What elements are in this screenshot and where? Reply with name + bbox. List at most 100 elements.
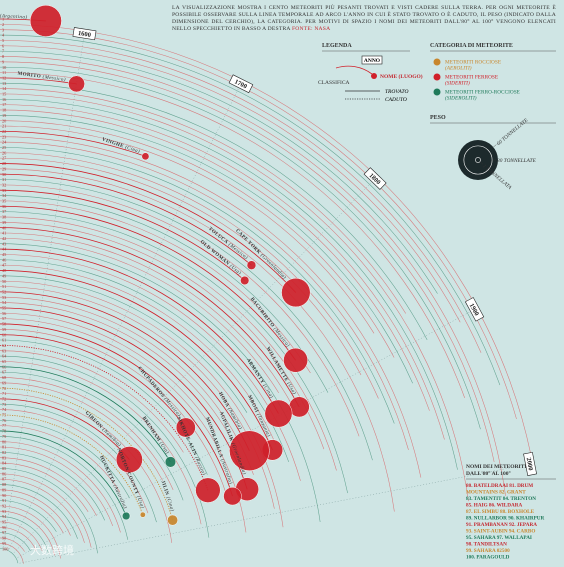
legend-title: LEGENDA bbox=[322, 43, 352, 49]
meteorite-arc bbox=[0, 130, 146, 157]
rank-label: 51 bbox=[2, 284, 6, 289]
category-line2: (AEROLITI) bbox=[445, 65, 472, 72]
timeline-arc bbox=[0, 72, 465, 398]
timeline-arc bbox=[0, 452, 105, 521]
meteorite-place: (Usa) bbox=[228, 264, 242, 276]
names-line: 83. TAMENTIT 84. TRENTON bbox=[466, 496, 536, 502]
rank-label: 57 bbox=[2, 316, 7, 321]
timeline-arc bbox=[0, 419, 130, 499]
timeline-arc bbox=[0, 141, 409, 450]
rank-label: 95 bbox=[2, 520, 6, 525]
rank-label: 90 bbox=[2, 493, 6, 498]
timeline-arc bbox=[0, 377, 174, 491]
rank-label: 5 bbox=[2, 38, 4, 43]
rank-label: 20 bbox=[2, 118, 6, 123]
rank-label: 65 bbox=[2, 359, 6, 364]
timeline-arc bbox=[0, 500, 57, 532]
rank-label: 73 bbox=[2, 402, 6, 407]
timeline-arc bbox=[0, 211, 348, 494]
rank-label: 34 bbox=[2, 193, 7, 198]
timeline-arc bbox=[0, 152, 379, 399]
meteorite-name: MORITO bbox=[17, 72, 41, 80]
timeline-arc bbox=[0, 195, 329, 393]
meteorite-arc bbox=[0, 398, 130, 460]
timeline-arc bbox=[0, 371, 184, 501]
meteorite-arc bbox=[0, 366, 171, 463]
legend-dot bbox=[371, 73, 377, 79]
rank-label: 62 bbox=[2, 343, 6, 348]
meteorite-arc bbox=[0, 163, 297, 293]
meteorite-circle bbox=[223, 486, 242, 506]
rank-label: 97 bbox=[2, 530, 7, 535]
names-line: 91. PRAMBANAN 92. JEPARA bbox=[466, 522, 537, 528]
meteorite-place: (Messico) bbox=[162, 397, 181, 418]
meteorite-label: BACUBIRITO (Messico) bbox=[249, 297, 290, 349]
year-mark: 1600 bbox=[72, 27, 97, 41]
meteorite-arc bbox=[0, 227, 300, 408]
rank-label: 70 bbox=[2, 386, 6, 391]
timeline-arc bbox=[0, 93, 469, 502]
rank-label: 42 bbox=[2, 236, 6, 241]
rank-label: 4 bbox=[2, 33, 5, 38]
rank-label: 83 bbox=[2, 455, 6, 460]
legend-name: NOME (LUOGO) bbox=[380, 73, 423, 80]
rank-label: 49 bbox=[2, 273, 6, 278]
rank-label: 74 bbox=[2, 407, 7, 412]
rank-label: 96 bbox=[2, 525, 7, 530]
watermark: 大数跨境 bbox=[30, 543, 74, 557]
category-line1: METEORITI FERRO-ROCCIOSE bbox=[445, 90, 520, 96]
meteorite-circle bbox=[141, 152, 150, 161]
meteorite-label: MORITO (Messico) bbox=[17, 72, 66, 83]
meteorite-place: (Usa) bbox=[135, 495, 145, 509]
weight-pointer bbox=[479, 161, 484, 165]
meteorite-circle bbox=[29, 4, 62, 37]
rank-label: 25 bbox=[2, 145, 6, 150]
year-line bbox=[2, 35, 85, 548]
names-line: 100. PARAGOULD bbox=[466, 555, 510, 561]
rank-label: 75 bbox=[2, 413, 6, 418]
rank-label: 63 bbox=[2, 348, 6, 353]
meteorite-circle bbox=[283, 347, 308, 373]
names-line: 98. TANDILTSAN bbox=[466, 542, 507, 548]
meteorite-arc bbox=[0, 248, 279, 414]
year-line bbox=[19, 464, 529, 564]
rank-label: 9 bbox=[2, 59, 4, 64]
timeline-arc bbox=[0, 216, 337, 471]
year-mark: 1800 bbox=[363, 167, 387, 190]
meteorite-circle bbox=[68, 75, 85, 93]
timeline-arc bbox=[0, 98, 458, 470]
rank-label: 31 bbox=[2, 177, 6, 182]
meteorite-name: TOLUCA bbox=[207, 227, 229, 246]
timeline-arc bbox=[0, 109, 430, 411]
timeline-arc bbox=[0, 34, 501, 386]
timeline-arc bbox=[0, 136, 422, 478]
rank-label: 41 bbox=[2, 231, 6, 236]
meteorite-arc bbox=[0, 323, 233, 497]
names-line: MOUNTAINS 82. GRANT bbox=[466, 490, 526, 496]
meteorite-place: (Usa) bbox=[285, 382, 296, 396]
names-line: 87. EL SIMBU 88. BOXHOLE bbox=[466, 509, 535, 515]
rank-label: 86 bbox=[2, 471, 7, 476]
category-swatch bbox=[433, 88, 441, 96]
names-line: 80. BATELDRAAI 81. DRUM bbox=[466, 483, 533, 489]
meteorite-circle bbox=[246, 260, 257, 270]
meteorite-place: (Australia) bbox=[219, 459, 233, 485]
rank-label: 19 bbox=[2, 113, 6, 118]
timeline-arc bbox=[0, 243, 321, 523]
timeline-arc bbox=[0, 532, 31, 551]
category-title: CATEGORIA DI METEORITE bbox=[430, 43, 513, 49]
rank-label: 43 bbox=[2, 241, 6, 246]
rank-label: 91 bbox=[2, 498, 6, 503]
names-line: 99. SAHARA 02500 bbox=[466, 548, 510, 554]
rank-label: 18 bbox=[2, 108, 6, 113]
meteorite-name: HUCKITTA bbox=[98, 455, 115, 484]
timeline-arc bbox=[0, 66, 481, 430]
timeline-arc bbox=[0, 393, 173, 543]
header: LA VISUALIZZAZIONE MOSTRA I CENTO METEOR… bbox=[172, 5, 556, 33]
rank-label: 23 bbox=[2, 134, 6, 139]
source: FONTE: NASA bbox=[291, 26, 331, 32]
rank-label: 69 bbox=[2, 380, 6, 385]
rank-label: 100 bbox=[2, 546, 8, 551]
